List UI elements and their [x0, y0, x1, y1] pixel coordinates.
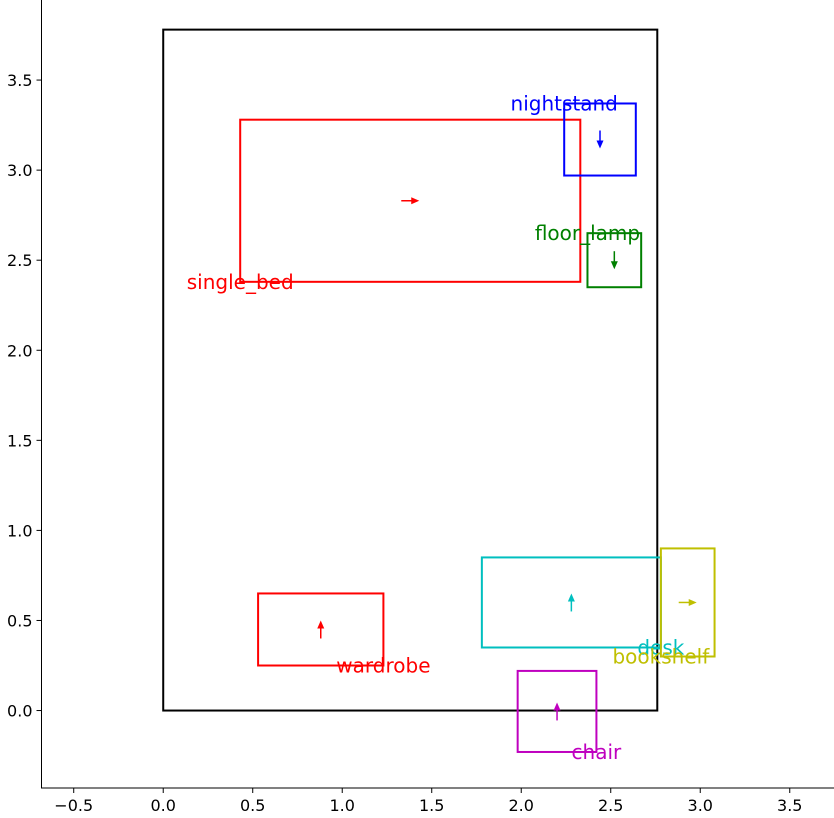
floor-lamp-box	[586, 232, 643, 289]
floor-lamp-arrow-head	[610, 261, 618, 270]
floor-lamp-label: floor_lamp	[535, 221, 640, 245]
x-tick-label: 0.0	[150, 796, 175, 815]
x-tick-label: 2.0	[509, 796, 534, 815]
bookshelf-box	[659, 547, 716, 658]
wardrobe-box	[257, 592, 385, 667]
x-tick-label: 1.5	[419, 796, 444, 815]
y-tick-label: 3.5	[7, 71, 32, 90]
desk-arrow-head	[567, 593, 575, 602]
y-tick-label: 1.5	[7, 431, 32, 450]
y-tick-label: 3.0	[7, 161, 32, 180]
chair-box	[516, 669, 598, 753]
object-chair: chair	[516, 669, 622, 764]
x-tick-label: −0.5	[54, 796, 93, 815]
single-bed-label: single_bed	[187, 270, 294, 294]
nightstand-box	[563, 102, 637, 177]
x-tick-label: 0.5	[240, 796, 265, 815]
room-boundary	[162, 28, 659, 712]
x-tick-label: 3.0	[688, 796, 713, 815]
chair-arrow-head	[553, 702, 561, 711]
single-bed-box	[239, 118, 582, 283]
object-bookshelf: bookshelf	[612, 547, 716, 669]
wardrobe-label: wardrobe	[336, 654, 430, 678]
object-single-bed: single_bed	[187, 118, 582, 294]
wardrobe-arrow-head	[317, 620, 325, 629]
single-bed-arrow-head	[411, 197, 420, 205]
y-tick-label: 2.5	[7, 251, 32, 270]
chair-label: chair	[572, 740, 622, 764]
y-tick-label: 1.0	[7, 521, 32, 540]
bookshelf-label: bookshelf	[612, 645, 710, 669]
x-tick-label: 1.0	[330, 796, 355, 815]
axis-ticks: −0.5 0.0 0.5 1.0 1.5 2.0 2.5 3.0 3.5 0.0 0.5 1.0 1.5…	[7, 71, 802, 815]
y-tick-label: 2.0	[7, 341, 32, 360]
bookshelf-arrow-head	[688, 598, 697, 606]
object-nightstand: nightstand	[511, 91, 637, 177]
x-tick-label: 3.5	[777, 796, 802, 815]
furniture-objects: single_bednightstandfloor_lampwardrobede…	[187, 91, 716, 764]
x-tick-label: 2.5	[598, 796, 623, 815]
nightstand-arrow-head	[596, 140, 604, 149]
axes-frame	[41, 0, 834, 789]
object-floor-lamp: floor_lamp	[535, 221, 643, 289]
y-tick-label: 0.5	[7, 611, 32, 630]
object-wardrobe: wardrobe	[257, 592, 431, 678]
nightstand-label: nightstand	[511, 91, 618, 115]
y-tick-label: 0.0	[7, 702, 32, 721]
room-outline	[162, 28, 659, 712]
